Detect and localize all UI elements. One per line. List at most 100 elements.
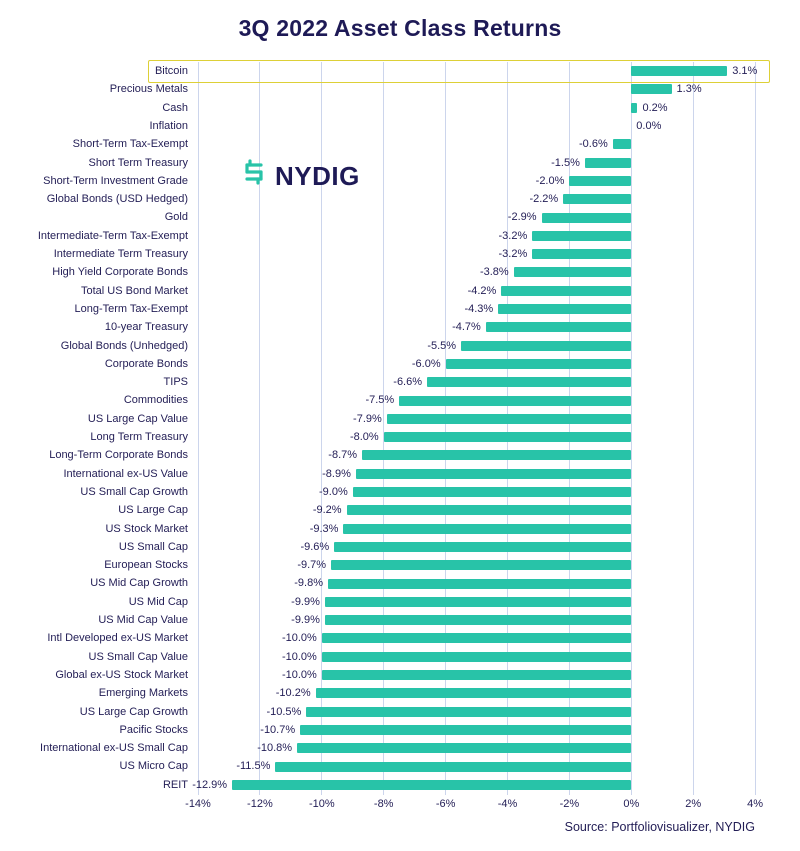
x-tick-label: -4% <box>497 798 518 810</box>
bar <box>612 139 632 150</box>
bar <box>485 322 632 333</box>
value-label: -2.9% <box>507 211 537 224</box>
bar <box>355 468 632 479</box>
x-tick-label: 4% <box>747 798 764 810</box>
bar-row: US Micro Cap -11.5% <box>0 757 800 775</box>
bar <box>532 230 632 241</box>
category-label: Global Bonds (USD Hedged) <box>46 193 188 206</box>
category-label: Global ex-US Stock Market <box>55 668 188 681</box>
bar-row: TIPS -6.6% <box>0 373 800 391</box>
bar-row: US Large Cap Value -7.9% <box>0 410 800 428</box>
bar <box>306 706 632 717</box>
value-label: -10.0% <box>281 632 317 645</box>
category-label: Inflation <box>149 119 188 132</box>
bar-row: Emerging Markets -10.2% <box>0 684 800 702</box>
x-tick-label: -6% <box>435 798 456 810</box>
bar <box>386 413 632 424</box>
bar-row: US Large Cap Growth -10.5% <box>0 703 800 721</box>
bar <box>461 340 632 351</box>
bar-row: High Yield Corporate Bonds -3.8% <box>0 263 800 281</box>
bar-row: US Small Cap Value -10.0% <box>0 648 800 666</box>
category-label: Cash <box>162 101 188 114</box>
bar <box>321 633 632 644</box>
value-label: -12.9% <box>192 778 228 791</box>
value-label: -9.6% <box>300 540 330 553</box>
bar-row: Short Term Treasury -1.5% <box>0 154 800 172</box>
category-label: Long-Term Tax-Exempt <box>74 302 188 315</box>
value-label: -9.9% <box>291 614 320 626</box>
x-tick-label: 2% <box>685 798 702 810</box>
category-label: Bitcoin <box>154 65 188 77</box>
category-label: Corporate Bonds <box>104 357 188 370</box>
bar-row: Precious Metals 1.3% <box>0 80 800 98</box>
value-label: -6.0% <box>411 357 441 370</box>
gridline <box>321 62 323 795</box>
bar-row: Long Term Treasury -8.0% <box>0 428 800 446</box>
value-label: -3.8% <box>479 266 509 279</box>
bar <box>324 615 632 626</box>
value-label: -10.5% <box>266 705 302 718</box>
category-label: Total US Bond Market <box>81 284 188 297</box>
category-label: Intermediate-Term Tax-Exempt <box>37 229 188 242</box>
bar <box>315 688 632 699</box>
bar <box>297 743 632 754</box>
value-label: -10.0% <box>281 650 317 663</box>
value-label: -8.0% <box>349 431 379 443</box>
category-label: Short Term Treasury <box>88 156 188 169</box>
value-label: -3.2% <box>498 248 528 260</box>
value-label: -5.5% <box>427 339 457 352</box>
value-label: -10.8% <box>257 742 293 755</box>
bar <box>327 578 632 589</box>
category-label: US Mid Cap Growth <box>90 577 188 590</box>
bar <box>427 377 632 388</box>
gridline <box>259 62 261 795</box>
category-label: Short-Term Tax-Exempt <box>72 138 188 151</box>
category-label: US Small Cap <box>118 540 188 553</box>
category-label: Intermediate Term Treasury <box>53 248 188 260</box>
bar <box>532 249 632 260</box>
value-label: 3.1% <box>732 65 758 77</box>
gridline <box>630 62 632 795</box>
bar-row: Global Bonds (USD Hedged) -2.2% <box>0 190 800 208</box>
value-label: -9.0% <box>319 485 348 498</box>
category-label: Emerging Markets <box>98 687 188 700</box>
bar <box>321 651 632 662</box>
bar-row: Short-Term Investment Grade -2.0% <box>0 172 800 190</box>
category-label: Long Term Treasury <box>90 431 188 443</box>
category-label: International ex-US Small Cap <box>40 742 188 755</box>
value-label: -8.9% <box>322 467 351 480</box>
category-label: Long-Term Corporate Bonds <box>49 449 188 462</box>
category-label: 10-year Treasury <box>104 321 188 334</box>
x-tick-label: -2% <box>559 798 580 810</box>
category-label: Gold <box>164 211 188 224</box>
nydig-logo-text: NYDIG <box>275 161 360 191</box>
category-label: High Yield Corporate Bonds <box>52 266 188 279</box>
category-label: Commodities <box>123 394 188 407</box>
chart-title: 3Q 2022 Asset Class Returns <box>238 15 562 41</box>
bar-row: International ex-US Small Cap -10.8% <box>0 739 800 757</box>
value-label: -4.3% <box>464 302 494 315</box>
value-label: 1.3% <box>676 83 702 96</box>
bar <box>346 505 632 516</box>
bar-row: Long-Term Corporate Bonds -8.7% <box>0 446 800 464</box>
bar <box>584 157 632 168</box>
bar-row: US Stock Market -9.3% <box>0 520 800 538</box>
bar <box>541 212 632 223</box>
bar <box>383 432 632 443</box>
bar <box>445 358 632 369</box>
gridline <box>383 62 385 795</box>
category-label: TIPS <box>163 376 188 389</box>
bar <box>563 194 632 205</box>
gridline <box>445 62 447 795</box>
value-label: -9.7% <box>297 559 327 572</box>
value-label: -3.2% <box>498 229 528 242</box>
value-label: -9.8% <box>294 577 323 590</box>
bar-row: European Stocks -9.7% <box>0 556 800 574</box>
value-label: -9.9% <box>291 595 320 608</box>
nydig-logo-icon <box>240 158 268 195</box>
category-label: European Stocks <box>104 559 188 572</box>
value-label: -2.0% <box>535 174 565 187</box>
value-label: -0.6% <box>578 138 608 151</box>
x-axis: -14% -12% -10% -8% -6% -4% -2% 0% 2% 4% <box>0 798 800 814</box>
